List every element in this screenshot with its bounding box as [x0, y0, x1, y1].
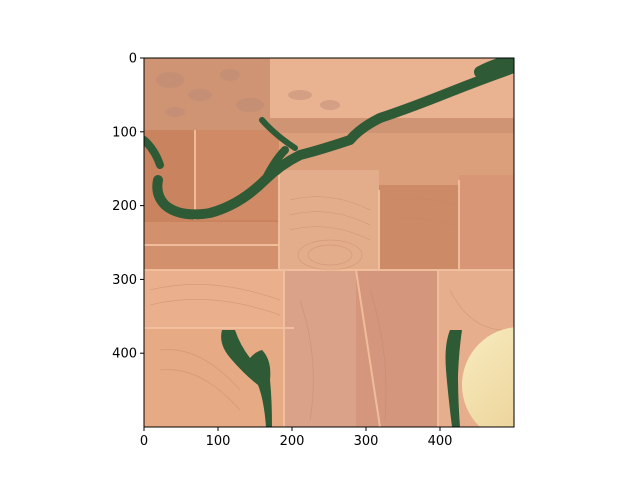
y-tick-label: 0 [129, 52, 137, 67]
pivot-circle [462, 327, 578, 443]
y-tick-label: 200 [112, 199, 137, 214]
field-center [279, 170, 379, 270]
y-tick-label: 300 [112, 273, 137, 288]
x-tick-label: 0 [140, 434, 148, 449]
x-axis: 0 100 200 300 400 [140, 427, 453, 449]
satellite-image [144, 58, 578, 443]
x-tick-label: 100 [206, 434, 231, 449]
y-tick-label: 400 [112, 347, 137, 362]
x-tick-label: 200 [280, 434, 305, 449]
y-axis: 0 100 200 300 400 [112, 52, 144, 362]
y-tick-label: 100 [112, 125, 137, 140]
x-tick-label: 300 [354, 434, 379, 449]
x-tick-label: 400 [428, 434, 453, 449]
